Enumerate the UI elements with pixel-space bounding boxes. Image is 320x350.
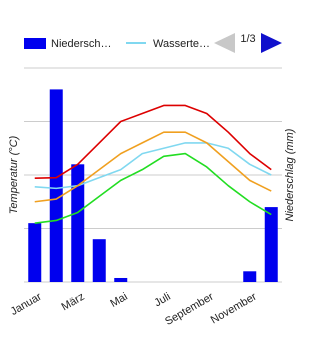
- y2-axis-label: Niederschlag (mm): [284, 128, 296, 221]
- bar: [264, 207, 278, 282]
- chart: 1/3 Temperatur (°C) Niederschlag (mm) Ja…: [8, 33, 296, 328]
- legend-label: Wasserte…: [153, 38, 210, 50]
- legend-swatch: [24, 38, 46, 49]
- bar: [114, 277, 128, 282]
- x-tick-label: November: [209, 291, 259, 327]
- x-tick-label: September: [163, 291, 216, 328]
- bar: [49, 89, 63, 283]
- legend-label: Niedersch…: [51, 38, 112, 50]
- x-tick-label: Juli: [152, 291, 172, 310]
- x-tick-label: Mai: [108, 291, 129, 310]
- page-indicator: 1/3: [240, 33, 255, 45]
- next-page[interactable]: [261, 33, 282, 53]
- line: [34, 131, 272, 203]
- bar: [243, 271, 257, 282]
- y-axis-label: Temperatur (°C): [8, 135, 20, 214]
- line: [34, 152, 272, 224]
- x-tick-label: Januar: [9, 291, 44, 318]
- prev-page[interactable]: [214, 33, 235, 53]
- x-tick-label: März: [60, 291, 87, 314]
- bar: [92, 239, 106, 282]
- line: [34, 142, 272, 190]
- bar: [28, 223, 42, 282]
- line: [34, 104, 272, 180]
- bar: [71, 164, 85, 282]
